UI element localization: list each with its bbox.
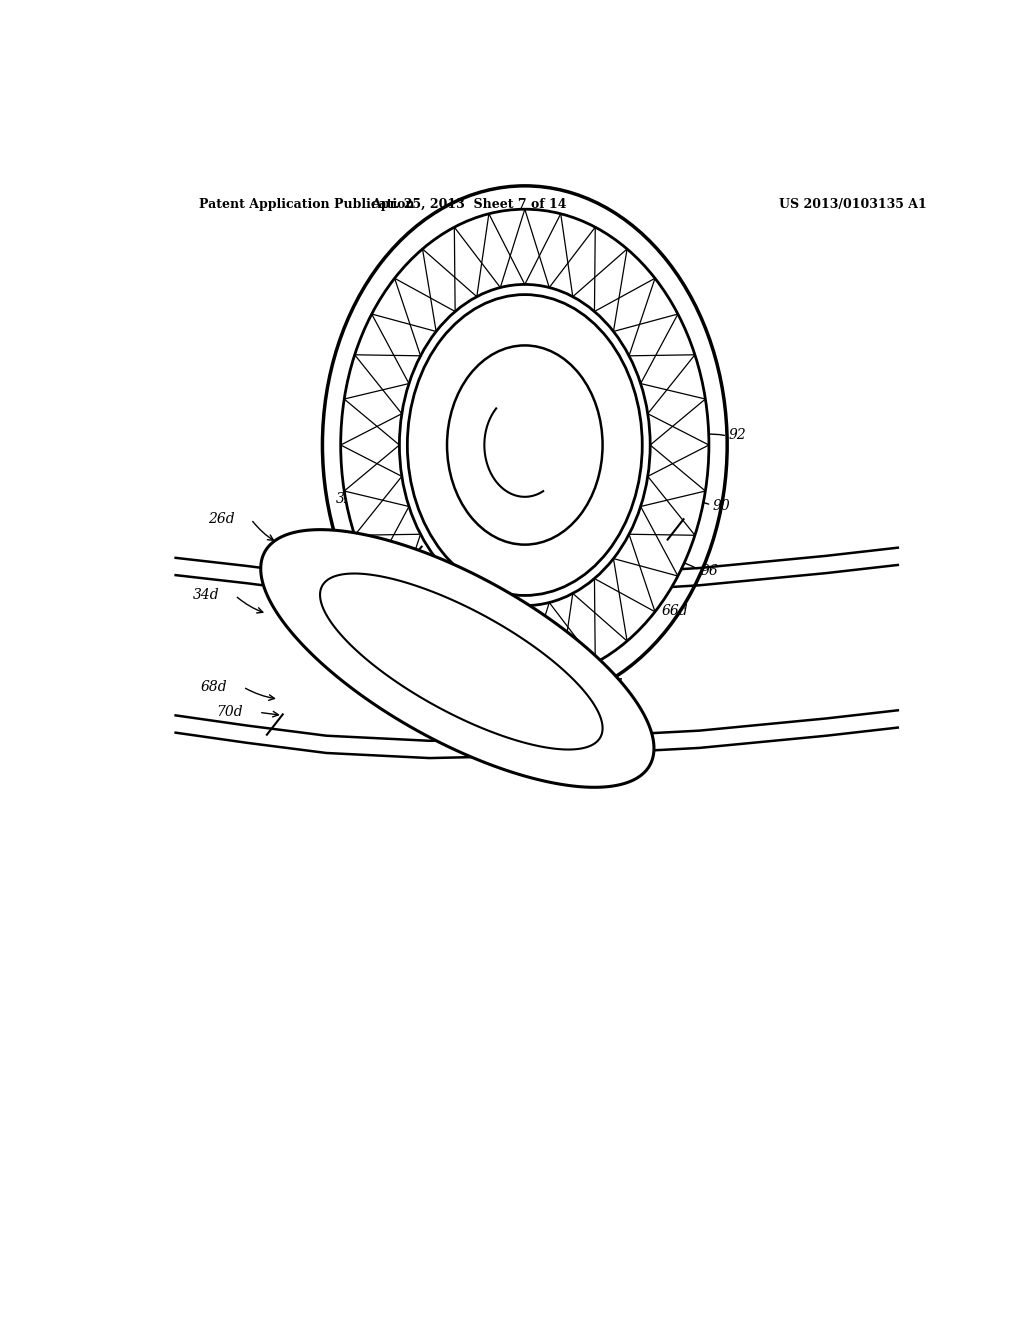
Polygon shape	[261, 529, 654, 787]
Text: 32d: 32d	[336, 492, 362, 506]
Text: 66d: 66d	[662, 603, 688, 618]
Text: 88: 88	[648, 296, 666, 310]
Text: 34d: 34d	[193, 589, 219, 602]
Circle shape	[341, 210, 709, 681]
Text: 68d: 68d	[201, 680, 227, 694]
Text: 92: 92	[729, 428, 746, 442]
Text: 84: 84	[624, 259, 642, 272]
Text: FIG. 13: FIG. 13	[416, 643, 507, 665]
Text: 96: 96	[701, 564, 719, 578]
Text: Patent Application Publication: Patent Application Publication	[200, 198, 415, 211]
Circle shape	[408, 294, 642, 595]
Text: 72d: 72d	[560, 696, 587, 709]
Circle shape	[323, 186, 727, 704]
Text: 38d: 38d	[399, 413, 426, 428]
Polygon shape	[321, 573, 602, 750]
Text: 70d: 70d	[216, 705, 243, 719]
Text: 108d: 108d	[587, 678, 623, 692]
Text: Apr. 25, 2013  Sheet 7 of 14: Apr. 25, 2013 Sheet 7 of 14	[372, 198, 567, 211]
Circle shape	[399, 284, 650, 606]
Text: FIG. 14: FIG. 14	[416, 280, 507, 301]
Circle shape	[447, 346, 602, 545]
Text: 90: 90	[713, 499, 731, 513]
Text: 26d: 26d	[209, 512, 236, 527]
Text: US 2013/0103135 A1: US 2013/0103135 A1	[778, 198, 927, 211]
